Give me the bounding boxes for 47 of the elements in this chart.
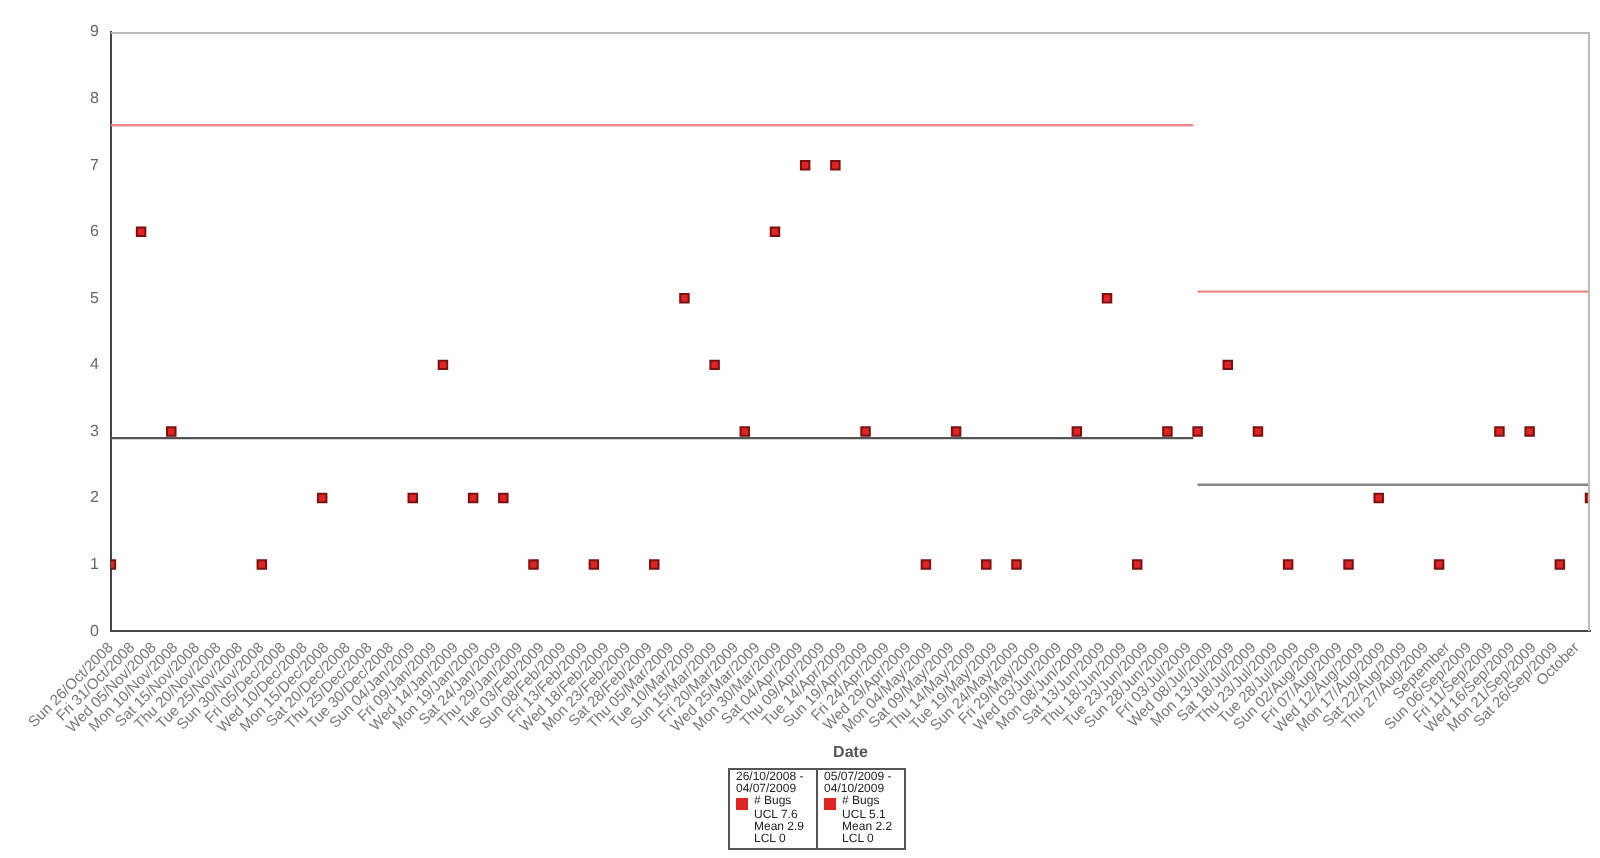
point [1494, 426, 1505, 437]
point [166, 426, 177, 437]
point [769, 226, 781, 237]
y-tick-label: 5 [89, 288, 100, 307]
point [256, 559, 268, 570]
y-tick-label: 0 [89, 621, 100, 640]
point [1222, 359, 1234, 371]
y-tick-label: 7 [89, 155, 100, 174]
point [709, 359, 720, 371]
point [1101, 293, 1113, 304]
point [1524, 426, 1535, 437]
point [588, 559, 600, 570]
y-tick-label: 8 [89, 88, 100, 107]
point [407, 492, 418, 504]
point [649, 559, 660, 570]
point [1071, 426, 1083, 437]
point [528, 559, 539, 570]
point [1343, 559, 1354, 570]
x-axis-title: Date [833, 742, 869, 761]
point [920, 559, 932, 570]
point [1373, 492, 1384, 504]
point [1252, 426, 1264, 437]
point [950, 426, 962, 437]
point [1162, 426, 1173, 437]
point [1131, 559, 1143, 570]
y-tick-label: 4 [89, 355, 100, 374]
point [799, 159, 811, 171]
point [135, 226, 147, 237]
point [467, 492, 479, 504]
y-tick-label: 9 [89, 22, 100, 41]
point [1011, 559, 1022, 570]
point [1282, 559, 1294, 570]
point [830, 159, 841, 171]
y-tick-label: 6 [89, 222, 100, 241]
point [739, 426, 751, 437]
point [1554, 559, 1566, 570]
point [316, 492, 328, 504]
point [679, 293, 690, 304]
point [498, 492, 509, 504]
y-tick-label: 3 [89, 421, 100, 440]
point [1192, 426, 1203, 437]
point [437, 359, 449, 371]
y-tick-label: 1 [89, 555, 100, 573]
point [981, 559, 992, 570]
point [860, 426, 871, 437]
point [1433, 559, 1445, 570]
y-tick-label: 2 [89, 488, 100, 507]
